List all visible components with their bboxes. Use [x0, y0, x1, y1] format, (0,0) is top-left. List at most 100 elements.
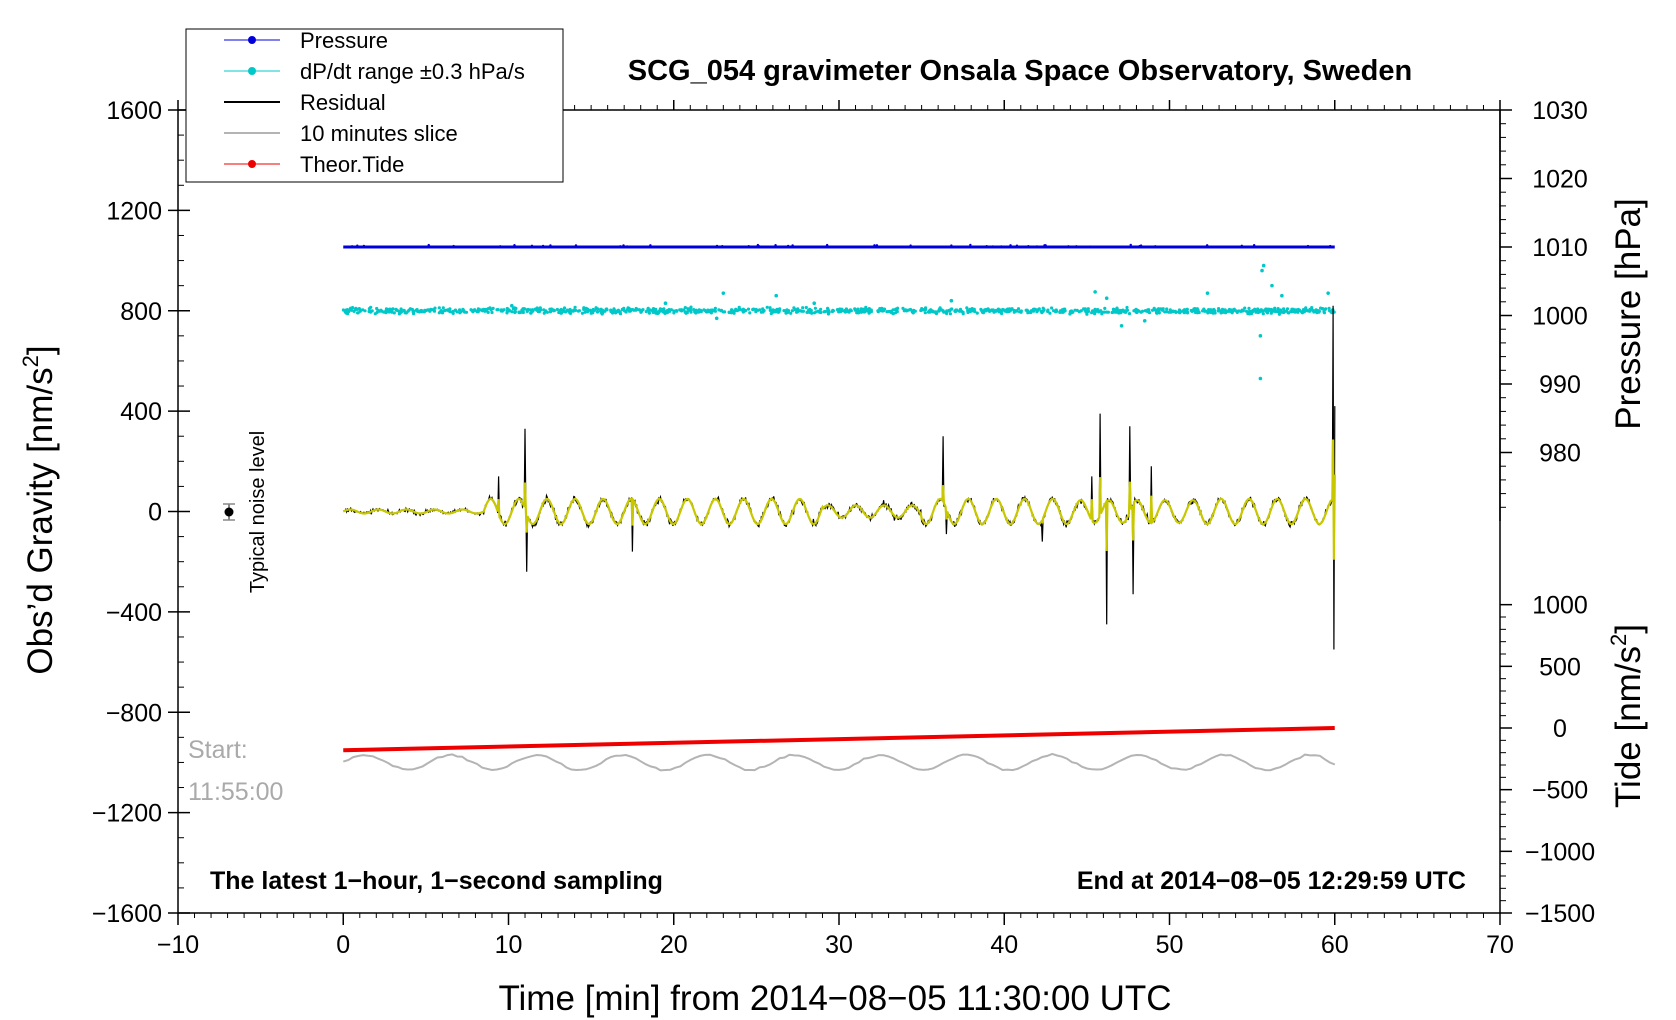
- dpdt-point: [684, 310, 688, 314]
- dpdt-outlier: [1261, 263, 1266, 268]
- legend-label-dpdt: dP/dt range ±0.3 hPa/s: [300, 59, 525, 84]
- dpdt-point: [938, 306, 942, 310]
- dpdt-point: [1293, 310, 1297, 314]
- dpdt-point: [548, 307, 552, 311]
- dpdt-point: [807, 310, 812, 314]
- dpdt-outlier: [1280, 293, 1284, 298]
- dpdt-point: [614, 309, 618, 313]
- y-tick-label: −1600: [92, 900, 162, 928]
- dpdt-point: [768, 306, 772, 310]
- dpdt-point: [1117, 311, 1121, 315]
- dpdt-outlier: [949, 298, 954, 303]
- dpdt-point: [1264, 307, 1268, 311]
- dpdt-point: [1054, 309, 1058, 313]
- y-axis-label-left-main: Obs’d Gravity [nm/s: [21, 367, 60, 674]
- dpdt-point: [451, 311, 455, 315]
- dpdt-point: [702, 308, 706, 312]
- dpdt-outlier: [714, 316, 719, 321]
- legend-item-tide: Theor.Tide: [224, 152, 404, 177]
- dpdt-point: [901, 306, 905, 310]
- pressure-point: [1205, 244, 1209, 247]
- dpdt-point: [826, 307, 830, 311]
- dpdt-point: [1322, 310, 1326, 314]
- pressure-point: [1154, 245, 1157, 248]
- dpdt-point: [665, 309, 669, 313]
- dpdt-point: [1244, 309, 1249, 313]
- dpdt-point: [1220, 310, 1224, 314]
- pressure-point: [1306, 244, 1310, 248]
- legend-label-residual: Residual: [300, 90, 386, 115]
- tide-tick-label: −1500: [1525, 900, 1595, 928]
- pressure-point: [1003, 245, 1006, 249]
- dpdt-point: [1161, 307, 1165, 311]
- dpdt-point: [891, 312, 895, 316]
- dpdt-point: [557, 310, 561, 315]
- dpdt-point: [490, 310, 494, 315]
- dpdt-point: [713, 306, 718, 310]
- dpdt-point: [1177, 310, 1181, 314]
- dpdt-point: [980, 310, 985, 314]
- pressure-point: [969, 243, 972, 247]
- dpdt-point: [727, 310, 731, 315]
- dpdt-outlier: [1205, 291, 1210, 295]
- dpdt-point: [1315, 309, 1319, 313]
- dpdt-point: [548, 310, 553, 314]
- dpdt-point: [954, 308, 958, 312]
- dpdt-point: [1016, 307, 1021, 311]
- pressure-point: [1015, 244, 1019, 247]
- pressure-tick-label: 1010: [1532, 234, 1588, 262]
- dpdt-point: [1127, 312, 1132, 316]
- pressure-point: [541, 244, 545, 248]
- dpdt-point: [580, 311, 585, 315]
- pressure-point: [350, 245, 354, 248]
- dpdt-point: [559, 311, 564, 315]
- dpdt-point: [1115, 306, 1119, 310]
- tide-tick-label: 500: [1539, 653, 1581, 681]
- dpdt-point: [1195, 307, 1199, 311]
- dpdt-point: [561, 308, 565, 312]
- dpdt-point: [375, 306, 379, 311]
- dpdt-point: [975, 311, 979, 315]
- dpdt-point: [525, 309, 529, 313]
- dpdt-point: [599, 311, 604, 315]
- dpdt-point: [957, 309, 962, 313]
- dpdt-point: [961, 312, 965, 316]
- x-tick-label: −10: [157, 931, 199, 959]
- dpdt-point: [404, 311, 408, 315]
- dpdt-point: [1310, 307, 1314, 311]
- y-tick-label: 800: [120, 298, 162, 326]
- dpdt-point: [594, 306, 598, 310]
- dpdt-outlier: [1270, 283, 1274, 288]
- dpdt-point: [1280, 310, 1284, 314]
- start-label: Start:: [188, 736, 248, 764]
- dpdt-point: [1069, 311, 1073, 315]
- dpdt-point: [1171, 310, 1175, 314]
- pressure-point: [356, 244, 359, 247]
- pressure-point: [991, 245, 995, 248]
- dpdt-point: [1024, 308, 1028, 312]
- x-tick-label: 0: [336, 931, 350, 959]
- dpdt-point: [812, 311, 817, 315]
- y-tick-label: 1200: [106, 197, 162, 225]
- pressure-point: [1075, 245, 1078, 248]
- dpdt-point: [801, 309, 806, 313]
- dpdt-point: [1241, 309, 1245, 313]
- dpdt-point: [1243, 306, 1247, 310]
- pressure-point: [1328, 244, 1332, 248]
- x-tick-label: 40: [990, 931, 1018, 959]
- x-tick-label: 50: [1156, 931, 1184, 959]
- dpdt-point: [1165, 310, 1169, 314]
- dpdt-point: [538, 309, 542, 313]
- dpdt-point: [801, 306, 805, 310]
- dpdt-point: [869, 310, 874, 314]
- dpdt-point: [394, 308, 398, 312]
- dpdt-point: [1296, 310, 1300, 314]
- chart-title: SCG_054 gravimeter Onsala Space Observat…: [628, 55, 1412, 87]
- dpdt-point: [1247, 310, 1251, 314]
- dpdt-point: [683, 306, 687, 310]
- dpdt-point: [911, 311, 915, 315]
- dpdt-point: [531, 309, 535, 313]
- pressure-point: [926, 245, 929, 249]
- dpdt-point: [1046, 308, 1050, 312]
